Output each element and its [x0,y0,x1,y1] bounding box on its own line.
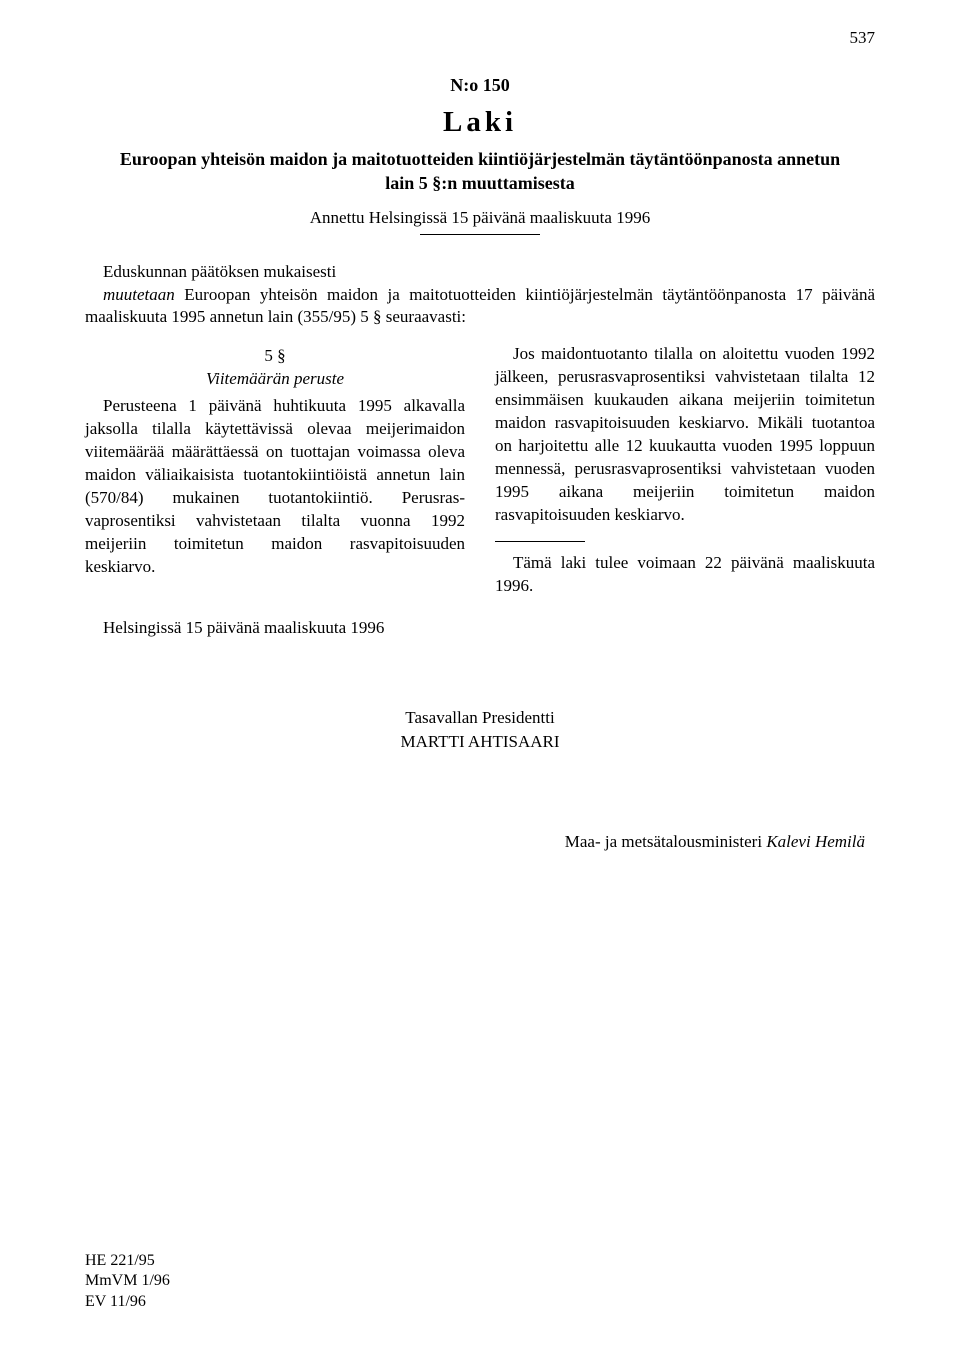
president-label: Tasavallan Presidentti [85,708,875,728]
ref-line: HE 221/95 [85,1251,170,1272]
section-title: Viitemäärän peruste [85,368,465,391]
divider-tiny [495,541,585,542]
body-para-2: Jos maidontuotanto tilalla on aloitettu … [495,343,875,527]
law-heading-word: Laki [85,106,875,139]
body-para-3: Tämä laki tulee voimaan 22 päivänä maali… [495,552,875,598]
president-block: Tasavallan Presidentti MARTTI AHTISAARI [85,708,875,752]
president-name: MARTTI AHTISAARI [85,732,875,752]
minister-line: Maa- ja metsätalousministeri Kalevi Hemi… [85,832,875,852]
divider-short [420,234,540,235]
preamble-line2: muutetaan Euroopan yhteisön maidon ja ma… [85,284,875,330]
law-title-line1: Euroopan yhteisön maidon ja maitotuottei… [120,149,840,169]
preamble-muutetaan: muutetaan [103,285,175,304]
body-para-1: Perusteena 1 päivänä huhtikuuta 1995 al­… [85,395,465,579]
body-columns: 5 § Viitemäärän peruste Perusteena 1 päi… [85,343,875,597]
body-para-2b: den 1992 jälkeen, perusrasvaprosentiksi … [495,344,875,524]
law-number: N:o 150 [85,75,875,96]
preamble-line1: Eduskunnan päätöksen mukaisesti [85,261,875,284]
ref-line: MmVM 1/96 [85,1271,170,1292]
given-line: Annettu Helsingissä 15 päivänä maaliskuu… [85,208,875,228]
preamble-rest: Euroopan yhteisön maidon ja maitotuottei… [85,285,875,327]
ref-line: EV 11/96 [85,1292,170,1313]
law-title: Euroopan yhteisön maidon ja maitotuottei… [85,147,875,196]
document-page: 537 N:o 150 Laki Euroopan yhteisön maido… [0,0,960,1353]
body-para-2a: Jos maidontuotanto tilalla on aloitettu … [513,344,810,363]
section-number: 5 § [85,345,465,368]
reference-block: HE 221/95 MmVM 1/96 EV 11/96 [85,1251,170,1313]
law-title-line2: lain 5 §:n muuttamisesta [385,173,575,193]
preamble: Eduskunnan päätöksen mukaisesti muutetaa… [85,261,875,330]
minister-prefix: Maa- ja metsätalousministeri [565,832,767,851]
page-number: 537 [850,28,876,48]
closing-line: Helsingissä 15 päivänä maaliskuuta 1996 [85,618,875,638]
minister-name: Kalevi Hemilä [766,832,865,851]
